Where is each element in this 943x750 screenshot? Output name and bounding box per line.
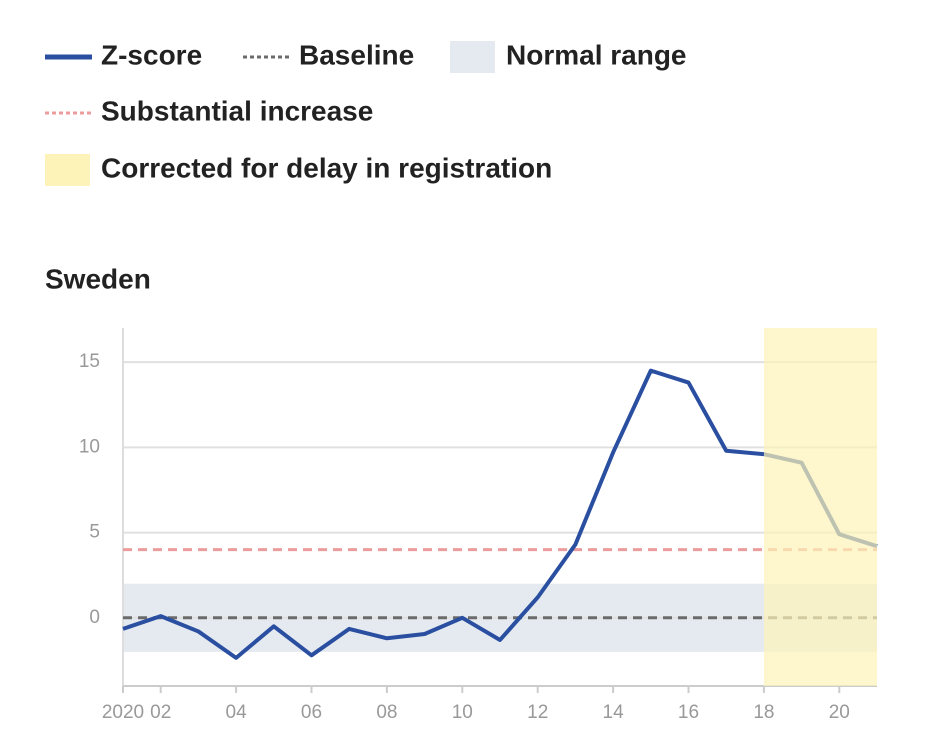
x-tick-label: 06 (301, 702, 322, 723)
y-tick-label: 5 (89, 522, 100, 543)
corrected-band (763, 328, 877, 686)
y-tick-label: 15 (79, 351, 100, 372)
chart-title: Sweden (45, 263, 151, 294)
x-tick-label: 12 (527, 702, 548, 723)
legend-label: Baseline (299, 39, 414, 70)
legend-label: Normal range (506, 39, 687, 70)
legend-swatch (450, 41, 495, 73)
x-tick-label: 08 (376, 702, 397, 723)
legend-swatch (45, 154, 90, 186)
x-tick-label: 02 (150, 702, 171, 723)
z-score-line (122, 368, 878, 660)
x-tick-label: 14 (603, 702, 625, 723)
x-tick-label: 2020 (102, 702, 144, 723)
x-tick-label: 18 (753, 702, 774, 723)
x-tick-label: 16 (678, 702, 699, 723)
y-tick-label: 10 (79, 436, 100, 457)
x-tick-label: 10 (452, 702, 473, 723)
y-tick-label: 0 (89, 607, 100, 628)
x-tick-label: 04 (226, 702, 248, 723)
legend-label: Substantial increase (101, 95, 373, 126)
legend-label: Z-score (101, 39, 202, 70)
x-tick-label: 20 (829, 702, 850, 723)
legend-label: Corrected for delay in registration (101, 152, 552, 183)
